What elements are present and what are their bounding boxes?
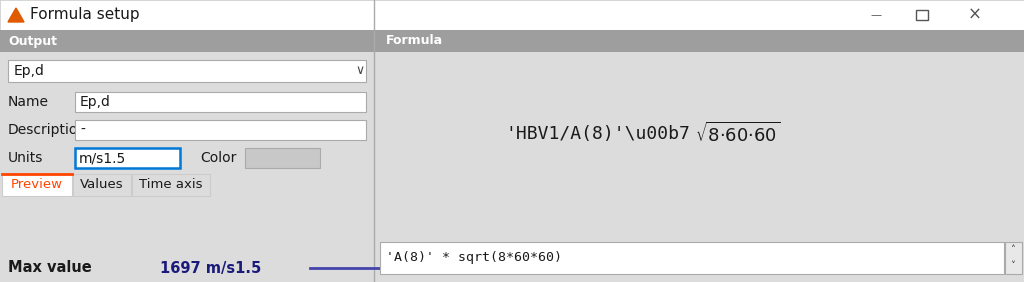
Text: Values: Values	[80, 179, 124, 191]
FancyBboxPatch shape	[245, 148, 319, 168]
Text: Time axis: Time axis	[139, 179, 203, 191]
FancyBboxPatch shape	[374, 52, 1024, 282]
Text: Preview: Preview	[11, 179, 63, 191]
Text: Ep,d: Ep,d	[14, 64, 45, 78]
Text: Formula setup: Formula setup	[30, 8, 139, 23]
Text: ×: ×	[968, 6, 982, 24]
Text: —: —	[870, 10, 882, 20]
FancyBboxPatch shape	[75, 120, 366, 140]
Text: ˅: ˅	[1011, 261, 1016, 271]
Text: Name: Name	[8, 95, 49, 109]
FancyBboxPatch shape	[0, 52, 374, 282]
FancyBboxPatch shape	[0, 0, 1024, 30]
FancyBboxPatch shape	[8, 60, 366, 82]
FancyBboxPatch shape	[0, 30, 1024, 52]
Polygon shape	[8, 8, 24, 22]
Text: Formula: Formula	[386, 34, 443, 47]
Text: Color: Color	[200, 151, 237, 165]
FancyBboxPatch shape	[1005, 242, 1022, 274]
Text: Output: Output	[8, 34, 57, 47]
FancyBboxPatch shape	[75, 148, 180, 168]
FancyBboxPatch shape	[75, 92, 366, 112]
Text: Max value: Max value	[8, 261, 92, 276]
Text: ˄: ˄	[1011, 245, 1016, 255]
Text: Description: Description	[8, 123, 87, 137]
Text: -: -	[80, 123, 85, 137]
Text: 'A(8)' * sqrt(8*60*60): 'A(8)' * sqrt(8*60*60)	[386, 252, 562, 265]
FancyBboxPatch shape	[380, 242, 1004, 274]
FancyBboxPatch shape	[132, 174, 210, 196]
Text: 'HBV1/A(8)'\u00b7: 'HBV1/A(8)'\u00b7	[505, 125, 690, 143]
Text: m/s1.5: m/s1.5	[79, 151, 126, 165]
Text: 1697 m/s1.5: 1697 m/s1.5	[160, 261, 261, 276]
FancyBboxPatch shape	[2, 174, 72, 196]
Text: $\sqrt{8{\cdot}60{\cdot}60}$: $\sqrt{8{\cdot}60{\cdot}60}$	[695, 122, 780, 146]
FancyBboxPatch shape	[73, 174, 131, 196]
Text: ∨: ∨	[355, 65, 365, 78]
Text: Ep,d: Ep,d	[80, 95, 111, 109]
Text: Units: Units	[8, 151, 43, 165]
